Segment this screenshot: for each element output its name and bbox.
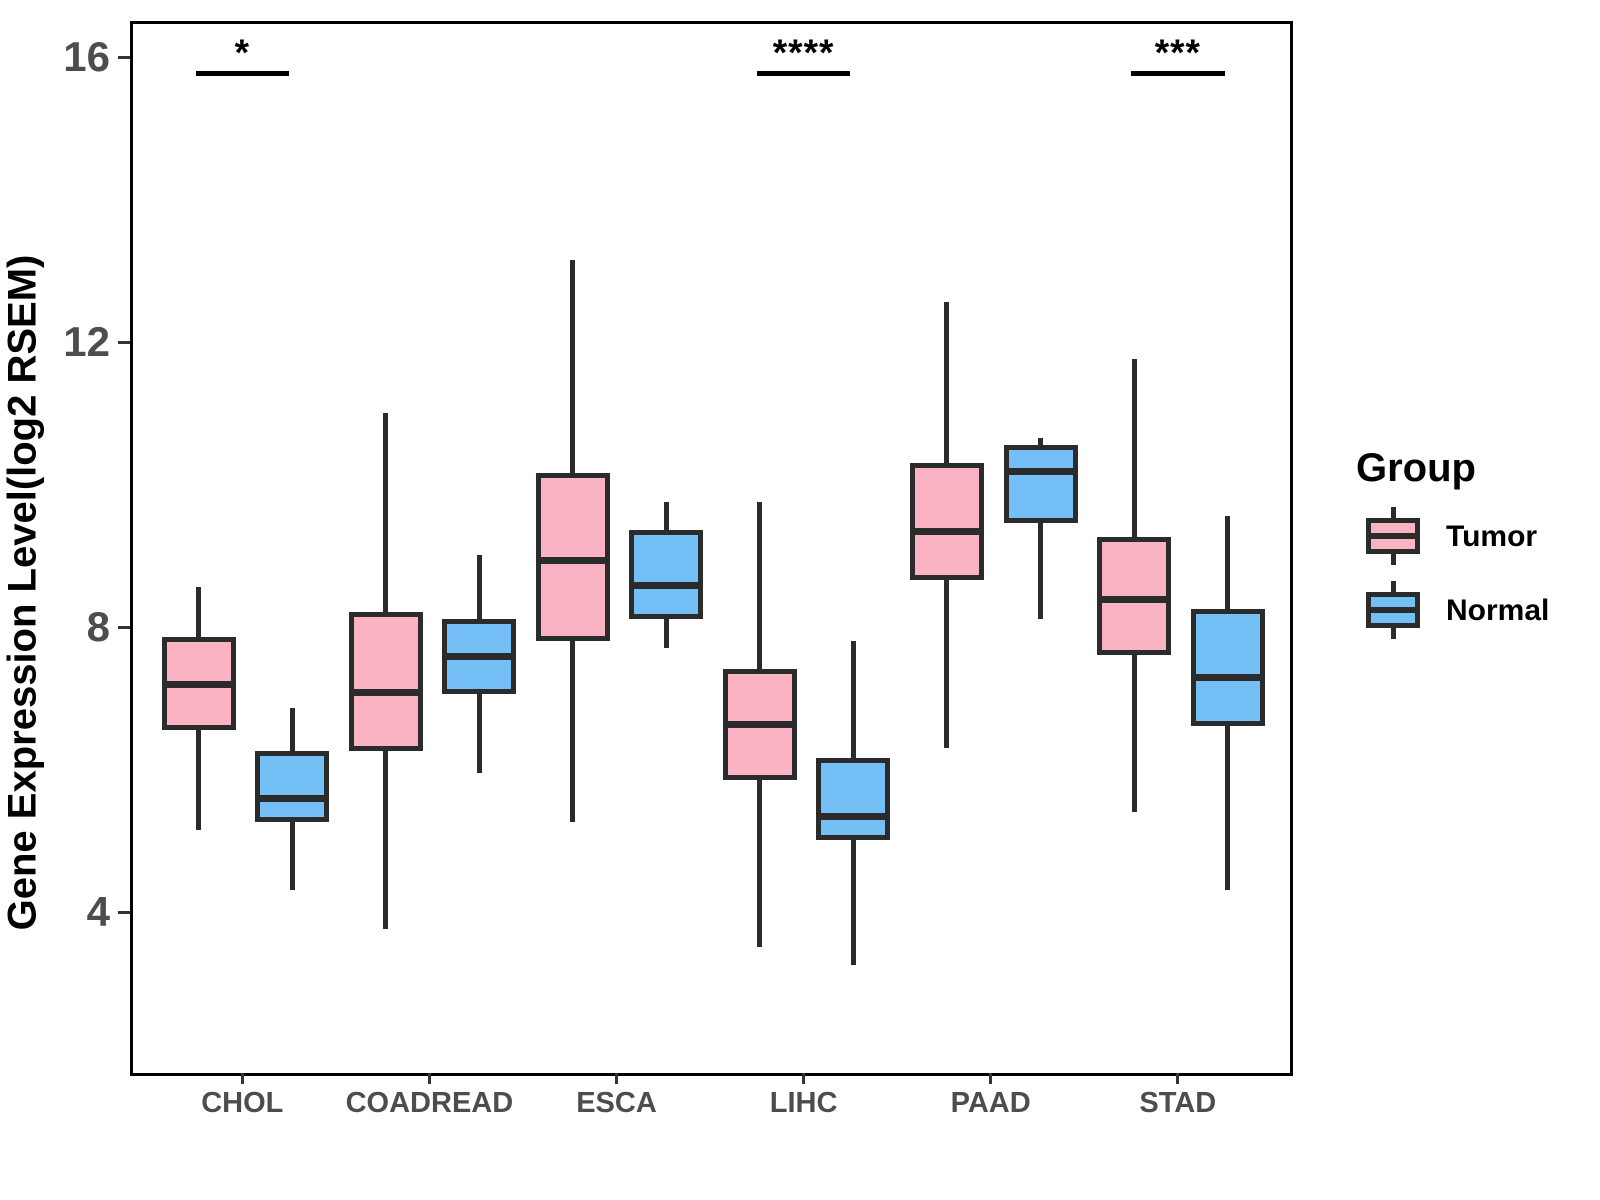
- box-normal-ESCA: [629, 530, 704, 620]
- y-axis-tick-label-8: 8: [86, 603, 110, 650]
- y-axis-tick-label-4: 4: [86, 888, 110, 935]
- y-axis-tick-label-12: 12: [63, 318, 110, 365]
- x-axis-tick-PAAD: [989, 1073, 993, 1084]
- box-normal-STAD: [1190, 608, 1265, 727]
- median-tumor-LIHC: [727, 720, 792, 728]
- significance-bar-STAD: [1131, 71, 1225, 76]
- y-axis-tick-label-16: 16: [63, 33, 110, 80]
- plot-panel: [130, 21, 1293, 1076]
- legend-label-tumor: Tumor: [1446, 520, 1538, 553]
- y-axis-tick-4: [118, 910, 130, 914]
- x-axis-tick-CHOL: [240, 1073, 244, 1084]
- normal-boxplot-key-icon: [1366, 581, 1420, 639]
- median-normal-STAD: [1195, 674, 1260, 682]
- box-tumor-STAD: [1097, 537, 1171, 655]
- significance-bar-LIHC: [756, 71, 851, 76]
- median-normal-LIHC: [821, 813, 886, 821]
- median-tumor-ESCA: [540, 556, 605, 564]
- box-tumor-ESCA: [535, 473, 610, 641]
- x-axis-tick-label-CHOL: CHOL: [201, 1087, 284, 1119]
- x-axis-tick-label-PAAD: PAAD: [950, 1087, 1031, 1119]
- significance-stars-LIHC: ****: [772, 32, 835, 73]
- median-normal-COADREAD: [447, 652, 512, 660]
- box-tumor-COADREAD: [348, 612, 423, 752]
- legend-entry-normal: Normal: [1330, 581, 1590, 639]
- median-tumor-PAAD: [914, 528, 979, 536]
- box-normal-PAAD: [1003, 444, 1078, 524]
- x-axis-tick-label-COADREAD: COADREAD: [345, 1087, 514, 1119]
- x-axis-tick-ESCA: [615, 1073, 618, 1084]
- x-axis-tick-label-STAD: STAD: [1139, 1087, 1217, 1119]
- y-axis-title: Gene Expression Level(log2 RSEM): [0, 254, 45, 931]
- tumor-boxplot-key-icon: [1366, 507, 1420, 565]
- x-axis-tick-LIHC: [802, 1073, 806, 1084]
- median-tumor-CHOL: [166, 681, 231, 689]
- median-normal-ESCA: [634, 581, 699, 589]
- box-normal-LIHC: [816, 758, 891, 841]
- whisker-normal-PAAD: [1038, 437, 1043, 620]
- key-median: [1366, 533, 1420, 539]
- legend: Group Tumor Normal: [1330, 446, 1590, 639]
- x-axis-tick-label-ESCA: ESCA: [576, 1087, 657, 1119]
- legend-entry-tumor: Tumor: [1330, 507, 1590, 565]
- x-axis-tick-STAD: [1176, 1073, 1180, 1084]
- legend-title: Group: [1356, 446, 1476, 490]
- box-tumor-LIHC: [722, 669, 797, 780]
- y-axis-tick-16: [118, 55, 130, 59]
- box-normal-COADREAD: [442, 619, 517, 695]
- legend-label-normal: Normal: [1446, 594, 1550, 627]
- median-tumor-COADREAD: [353, 688, 418, 696]
- x-axis-tick-COADREAD: [427, 1073, 431, 1084]
- median-normal-CHOL: [260, 795, 325, 803]
- box-normal-CHOL: [255, 751, 330, 823]
- significance-stars-CHOL: *: [234, 32, 250, 73]
- significance-bar-CHOL: [195, 71, 290, 76]
- box-tumor-CHOL: [161, 637, 236, 730]
- y-axis-tick-8: [118, 625, 130, 629]
- significance-stars-STAD: ***: [1154, 32, 1201, 73]
- median-normal-PAAD: [1008, 467, 1073, 475]
- box-tumor-PAAD: [909, 462, 984, 581]
- y-axis-tick-12: [118, 340, 130, 344]
- x-axis-tick-label-LIHC: LIHC: [769, 1087, 838, 1119]
- median-tumor-STAD: [1102, 595, 1166, 603]
- key-median: [1366, 607, 1420, 613]
